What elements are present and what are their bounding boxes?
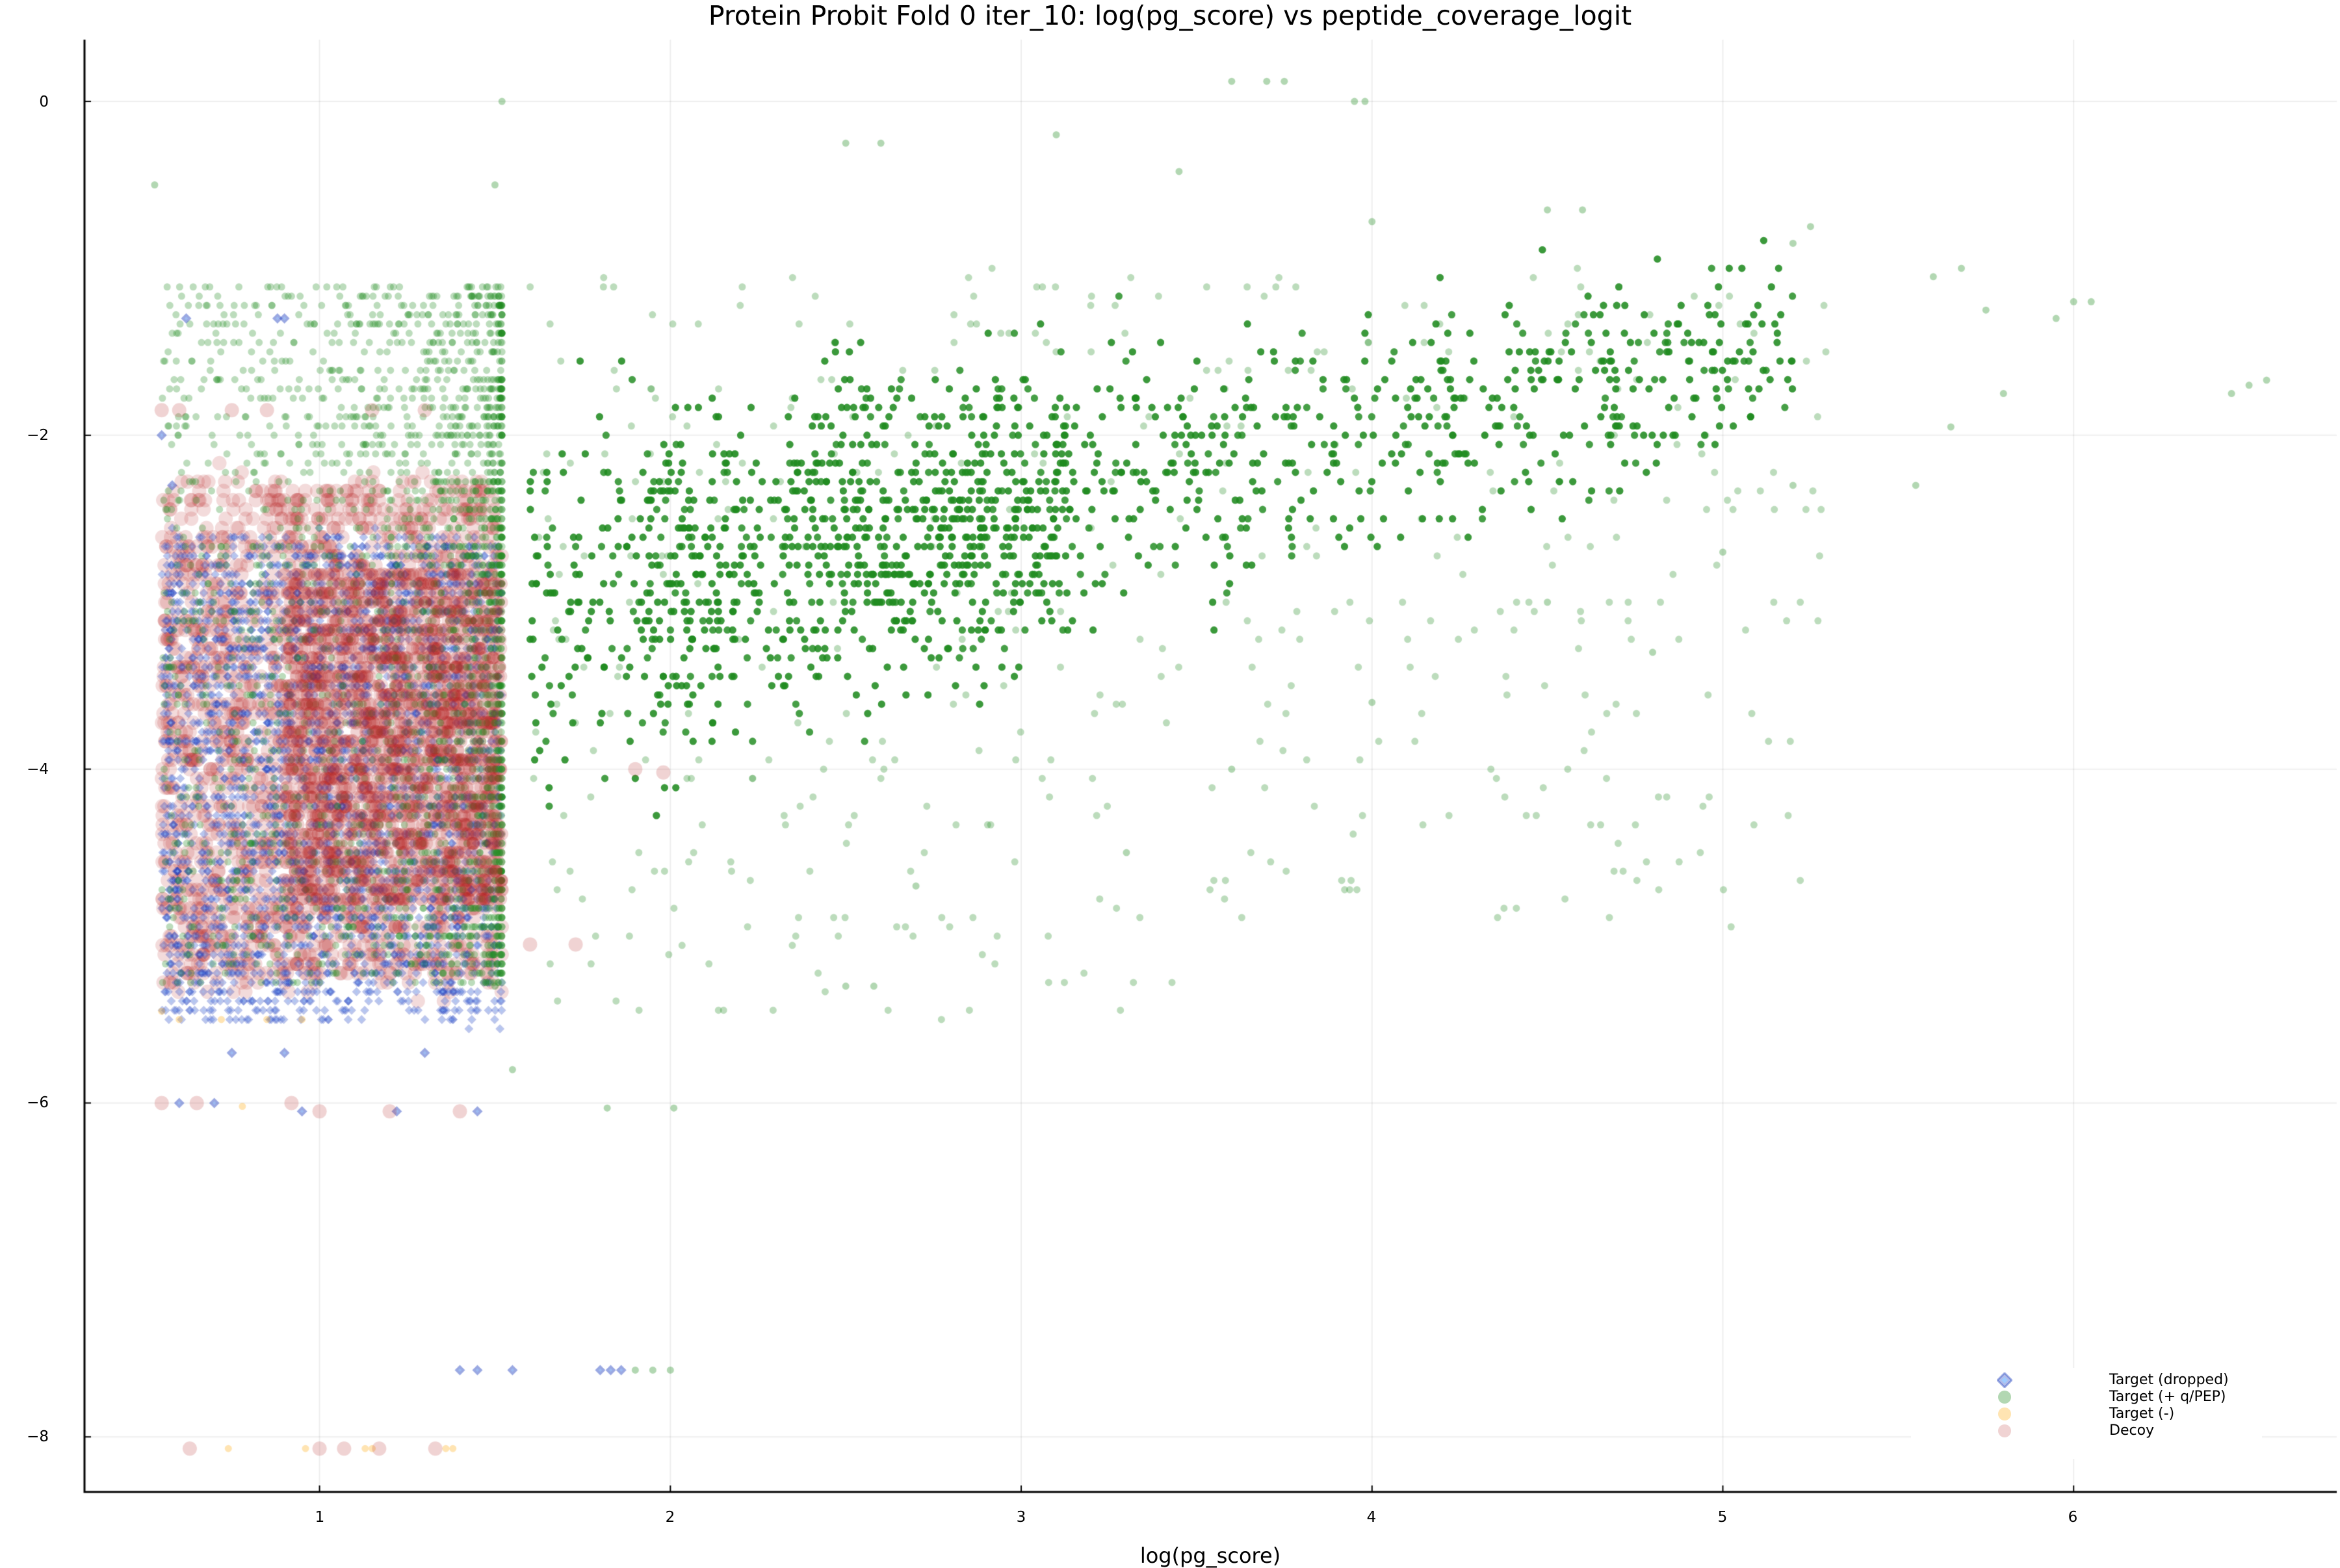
legend-item-decoy: Decoy [1911,1422,2262,1439]
legend: Target (dropped) Target (+ q/PEP) Target… [1911,1368,2262,1459]
circle-marker-icon [1998,1391,2011,1404]
legend-label: Target (-) [2109,1406,2175,1422]
circle-marker-icon [1998,1407,2011,1420]
x-tick-label: 2 [665,1509,675,1526]
x-tick-label: 4 [1366,1509,1377,1526]
legend-item-target-q-pep: Target (+ q/PEP) [1911,1389,2262,1406]
y-tick-label: −4 [27,761,49,778]
legend-label: Decoy [2109,1422,2155,1439]
x-axis-label: log(pg_score) [1139,1543,1281,1568]
legend-item-target-dropped: Target (dropped) [1911,1372,2262,1389]
x-tick-label: 6 [2068,1509,2078,1526]
legend-label: Target (dropped) [2109,1372,2229,1388]
y-tick-label: −2 [27,427,49,444]
y-tick-label: −6 [27,1094,49,1111]
circle-marker-icon [1998,1424,2011,1437]
x-tick-label: 5 [1717,1509,1728,1526]
x-tick-label: 1 [315,1509,325,1526]
y-tick-label: −8 [27,1428,49,1445]
y-tick-label: 0 [39,94,49,110]
legend-item-target-negative: Target (-) [1911,1406,2262,1422]
legend-label: Target (+ q/PEP) [2109,1389,2226,1405]
x-tick-label: 3 [1016,1509,1026,1526]
chart-title: Protein Probit Fold 0 iter_10: log(pg_sc… [708,0,1632,31]
diamond-marker-icon [1997,1372,2012,1388]
